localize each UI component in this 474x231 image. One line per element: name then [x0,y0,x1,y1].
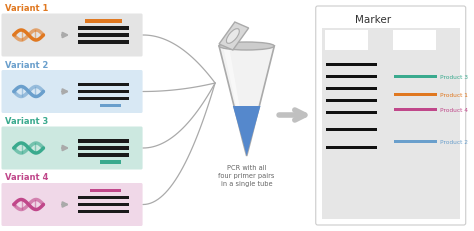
FancyBboxPatch shape [316,7,466,225]
Bar [78,203,129,207]
Bar [78,196,129,199]
Bar [325,31,368,51]
Text: Product 1: Product 1 [440,92,468,97]
Text: Product 3: Product 3 [440,74,468,79]
Bar [78,90,129,94]
Bar [78,147,129,150]
Bar [90,189,121,192]
Text: Variant 3: Variant 3 [5,116,48,125]
Bar [394,140,437,143]
Polygon shape [233,106,261,156]
Bar [326,87,377,91]
Ellipse shape [219,43,274,51]
Bar [78,83,129,87]
Text: PCR with all
four primer pairs
in a single tube: PCR with all four primer pairs in a sing… [219,164,275,186]
Text: Marker: Marker [355,15,391,25]
Bar [394,108,437,112]
Polygon shape [223,47,245,137]
Bar [78,140,129,143]
Bar [326,99,377,103]
Bar [78,41,129,45]
Bar [393,31,436,51]
Bar [78,27,129,31]
Text: Variant 1: Variant 1 [5,4,48,13]
Text: Product 4: Product 4 [440,107,468,112]
Bar [85,20,122,24]
Bar [78,210,129,213]
Bar [100,104,121,108]
Bar [326,128,377,131]
Bar [78,34,129,38]
FancyBboxPatch shape [1,183,143,226]
Text: Variant 4: Variant 4 [5,173,48,182]
Polygon shape [219,47,274,156]
Bar [394,93,437,97]
Bar [326,63,377,67]
Bar [322,29,460,219]
FancyBboxPatch shape [1,127,143,170]
Polygon shape [219,23,249,51]
Bar [100,161,121,164]
Bar [394,75,437,79]
Bar [326,75,377,79]
Bar [326,146,377,149]
Bar [326,111,377,115]
Text: Product 2: Product 2 [440,139,468,144]
FancyBboxPatch shape [1,14,143,57]
Ellipse shape [227,30,239,44]
FancyBboxPatch shape [1,71,143,113]
Text: Variant 2: Variant 2 [5,60,48,69]
Bar [78,154,129,157]
Bar [78,97,129,101]
